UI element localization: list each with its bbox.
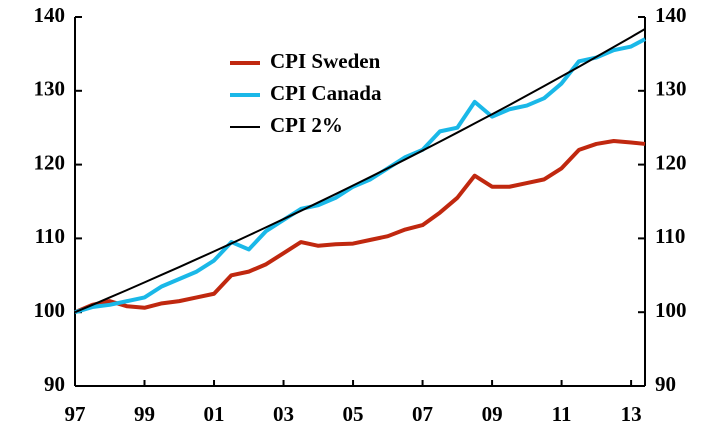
y-tick-label: 90	[44, 372, 65, 396]
legend-label: CPI 2%	[270, 113, 343, 137]
x-tick-label: 01	[204, 402, 225, 426]
y2-tick-label: 110	[655, 224, 685, 248]
x-tick-label: 09	[482, 402, 503, 426]
y2-tick-label: 100	[655, 298, 687, 322]
series-line	[74, 28, 646, 314]
y2-tick-label: 130	[655, 77, 687, 101]
y-tick-label: 110	[35, 224, 65, 248]
y-tick-label: 130	[34, 77, 66, 101]
series-line	[74, 138, 646, 315]
x-tick-label: 97	[65, 402, 86, 426]
x-tick-label: 05	[343, 402, 364, 426]
x-tick-label: 03	[273, 402, 294, 426]
x-tick-label: 07	[412, 402, 433, 426]
x-tick-label: 99	[134, 402, 155, 426]
y2-tick-label: 140	[655, 3, 687, 27]
y-tick-label: 140	[34, 3, 66, 27]
y2-tick-label: 90	[655, 372, 676, 396]
series-line	[74, 37, 646, 315]
y-tick-label: 120	[34, 150, 66, 174]
legend-label: CPI Sweden	[270, 49, 381, 73]
y2-tick-label: 120	[655, 150, 687, 174]
legend-label: CPI Canada	[270, 81, 382, 105]
y-tick-label: 100	[34, 298, 66, 322]
x-tick-label: 13	[621, 402, 642, 426]
x-tick-label: 11	[552, 402, 572, 426]
